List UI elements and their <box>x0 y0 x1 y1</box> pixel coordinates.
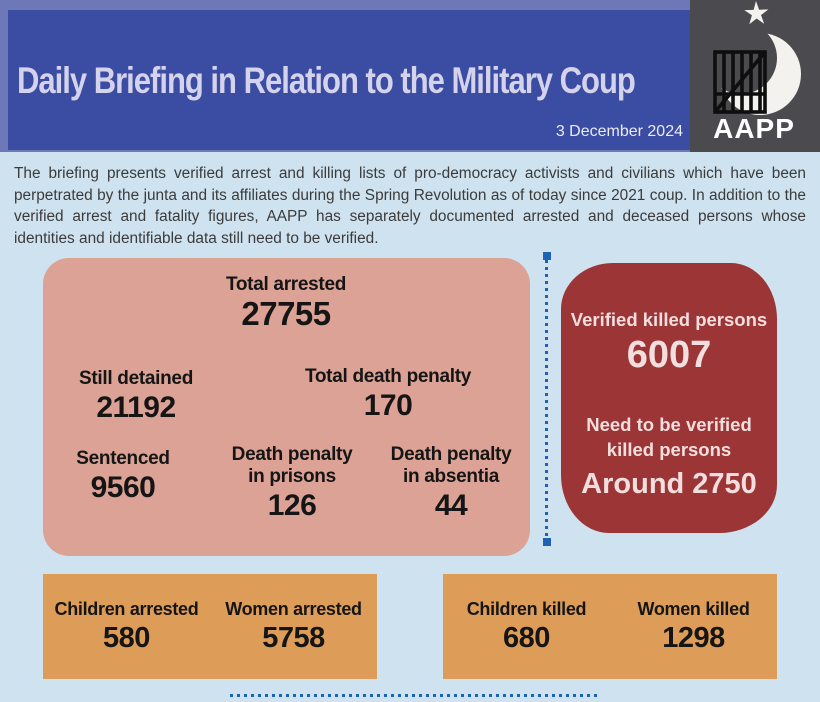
stat-total-death-penalty: Total death penalty 170 <box>268 366 508 423</box>
stat-label: Death penalty in prisons <box>231 444 353 487</box>
stat-sentenced: Sentenced 9560 <box>33 448 213 505</box>
stat-value: 680 <box>503 621 550 654</box>
stat-value: 21192 <box>96 391 176 424</box>
connector-cap-bottom <box>542 538 551 546</box>
connector-cap-top <box>542 252 551 260</box>
stat-total-arrested: Total arrested 27755 <box>156 274 416 331</box>
stat-label: Children killed <box>466 598 587 619</box>
logo-text: AAPP <box>713 113 795 144</box>
stat-label: Women arrested <box>225 598 362 619</box>
stat-label: Still detained <box>78 368 194 389</box>
stat-value: 6007 <box>626 334 712 376</box>
header: Daily Briefing in Relation to the Milita… <box>0 0 820 152</box>
stat-label: Verified killed persons <box>570 309 768 330</box>
stat-label: Women killed <box>637 598 750 619</box>
stat-label: Total death penalty <box>304 366 472 387</box>
header-band: Daily Briefing in Relation to the Milita… <box>8 10 690 150</box>
stat-label: Death penalty in absentia <box>390 444 512 487</box>
stat-value: 1298 <box>662 621 725 654</box>
stat-value: 126 <box>267 489 317 522</box>
stat-value: 580 <box>103 621 150 654</box>
page-title: Daily Briefing in Relation to the Milita… <box>17 59 636 102</box>
stat-children-arrested: Children arrested 580 <box>43 599 210 655</box>
intro-paragraph: The briefing presents verified arrest an… <box>14 165 806 247</box>
stat-women-arrested: Women arrested 5758 <box>210 599 377 655</box>
killed-demographics-panel: Children killed 680 Women killed 1298 <box>443 574 777 679</box>
vertical-dotted-connector <box>542 252 551 546</box>
stat-children-killed: Children killed 680 <box>443 599 610 655</box>
stat-label: Total arrested <box>225 274 347 295</box>
aapp-logo-graphic: AAPP <box>690 0 820 152</box>
killed-stats-panel: Verified killed persons 6007 Need to be … <box>561 263 777 533</box>
stat-death-penalty-absentia: Death penalty in absentia 44 <box>371 444 531 523</box>
prison-bars-icon <box>713 50 767 114</box>
stat-label: Sentenced <box>76 448 170 469</box>
star-icon <box>744 1 769 25</box>
stat-value: Around 2750 <box>581 468 757 500</box>
aapp-logo: AAPP <box>690 0 820 152</box>
connector-line <box>545 260 548 538</box>
stat-label: Children arrested <box>54 598 199 619</box>
stat-value: 5758 <box>262 621 325 654</box>
stat-women-killed: Women killed 1298 <box>610 599 777 655</box>
horizontal-dotted-line <box>230 694 600 697</box>
arrested-demographics-panel: Children arrested 580 Women arrested 575… <box>43 574 377 679</box>
stat-label: Need to be verified killed persons <box>586 414 752 460</box>
header-date: 3 December 2024 <box>555 123 683 140</box>
stat-value: 44 <box>434 489 468 522</box>
stat-value: 9560 <box>90 471 156 504</box>
stat-value: 170 <box>363 389 413 422</box>
stat-death-penalty-prisons: Death penalty in prisons 126 <box>212 444 372 523</box>
stat-still-detained: Still detained 21192 <box>36 368 236 425</box>
stat-value: 27755 <box>241 295 331 332</box>
arrest-stats-panel: Total arrested 27755 Still detained 2119… <box>43 258 530 556</box>
